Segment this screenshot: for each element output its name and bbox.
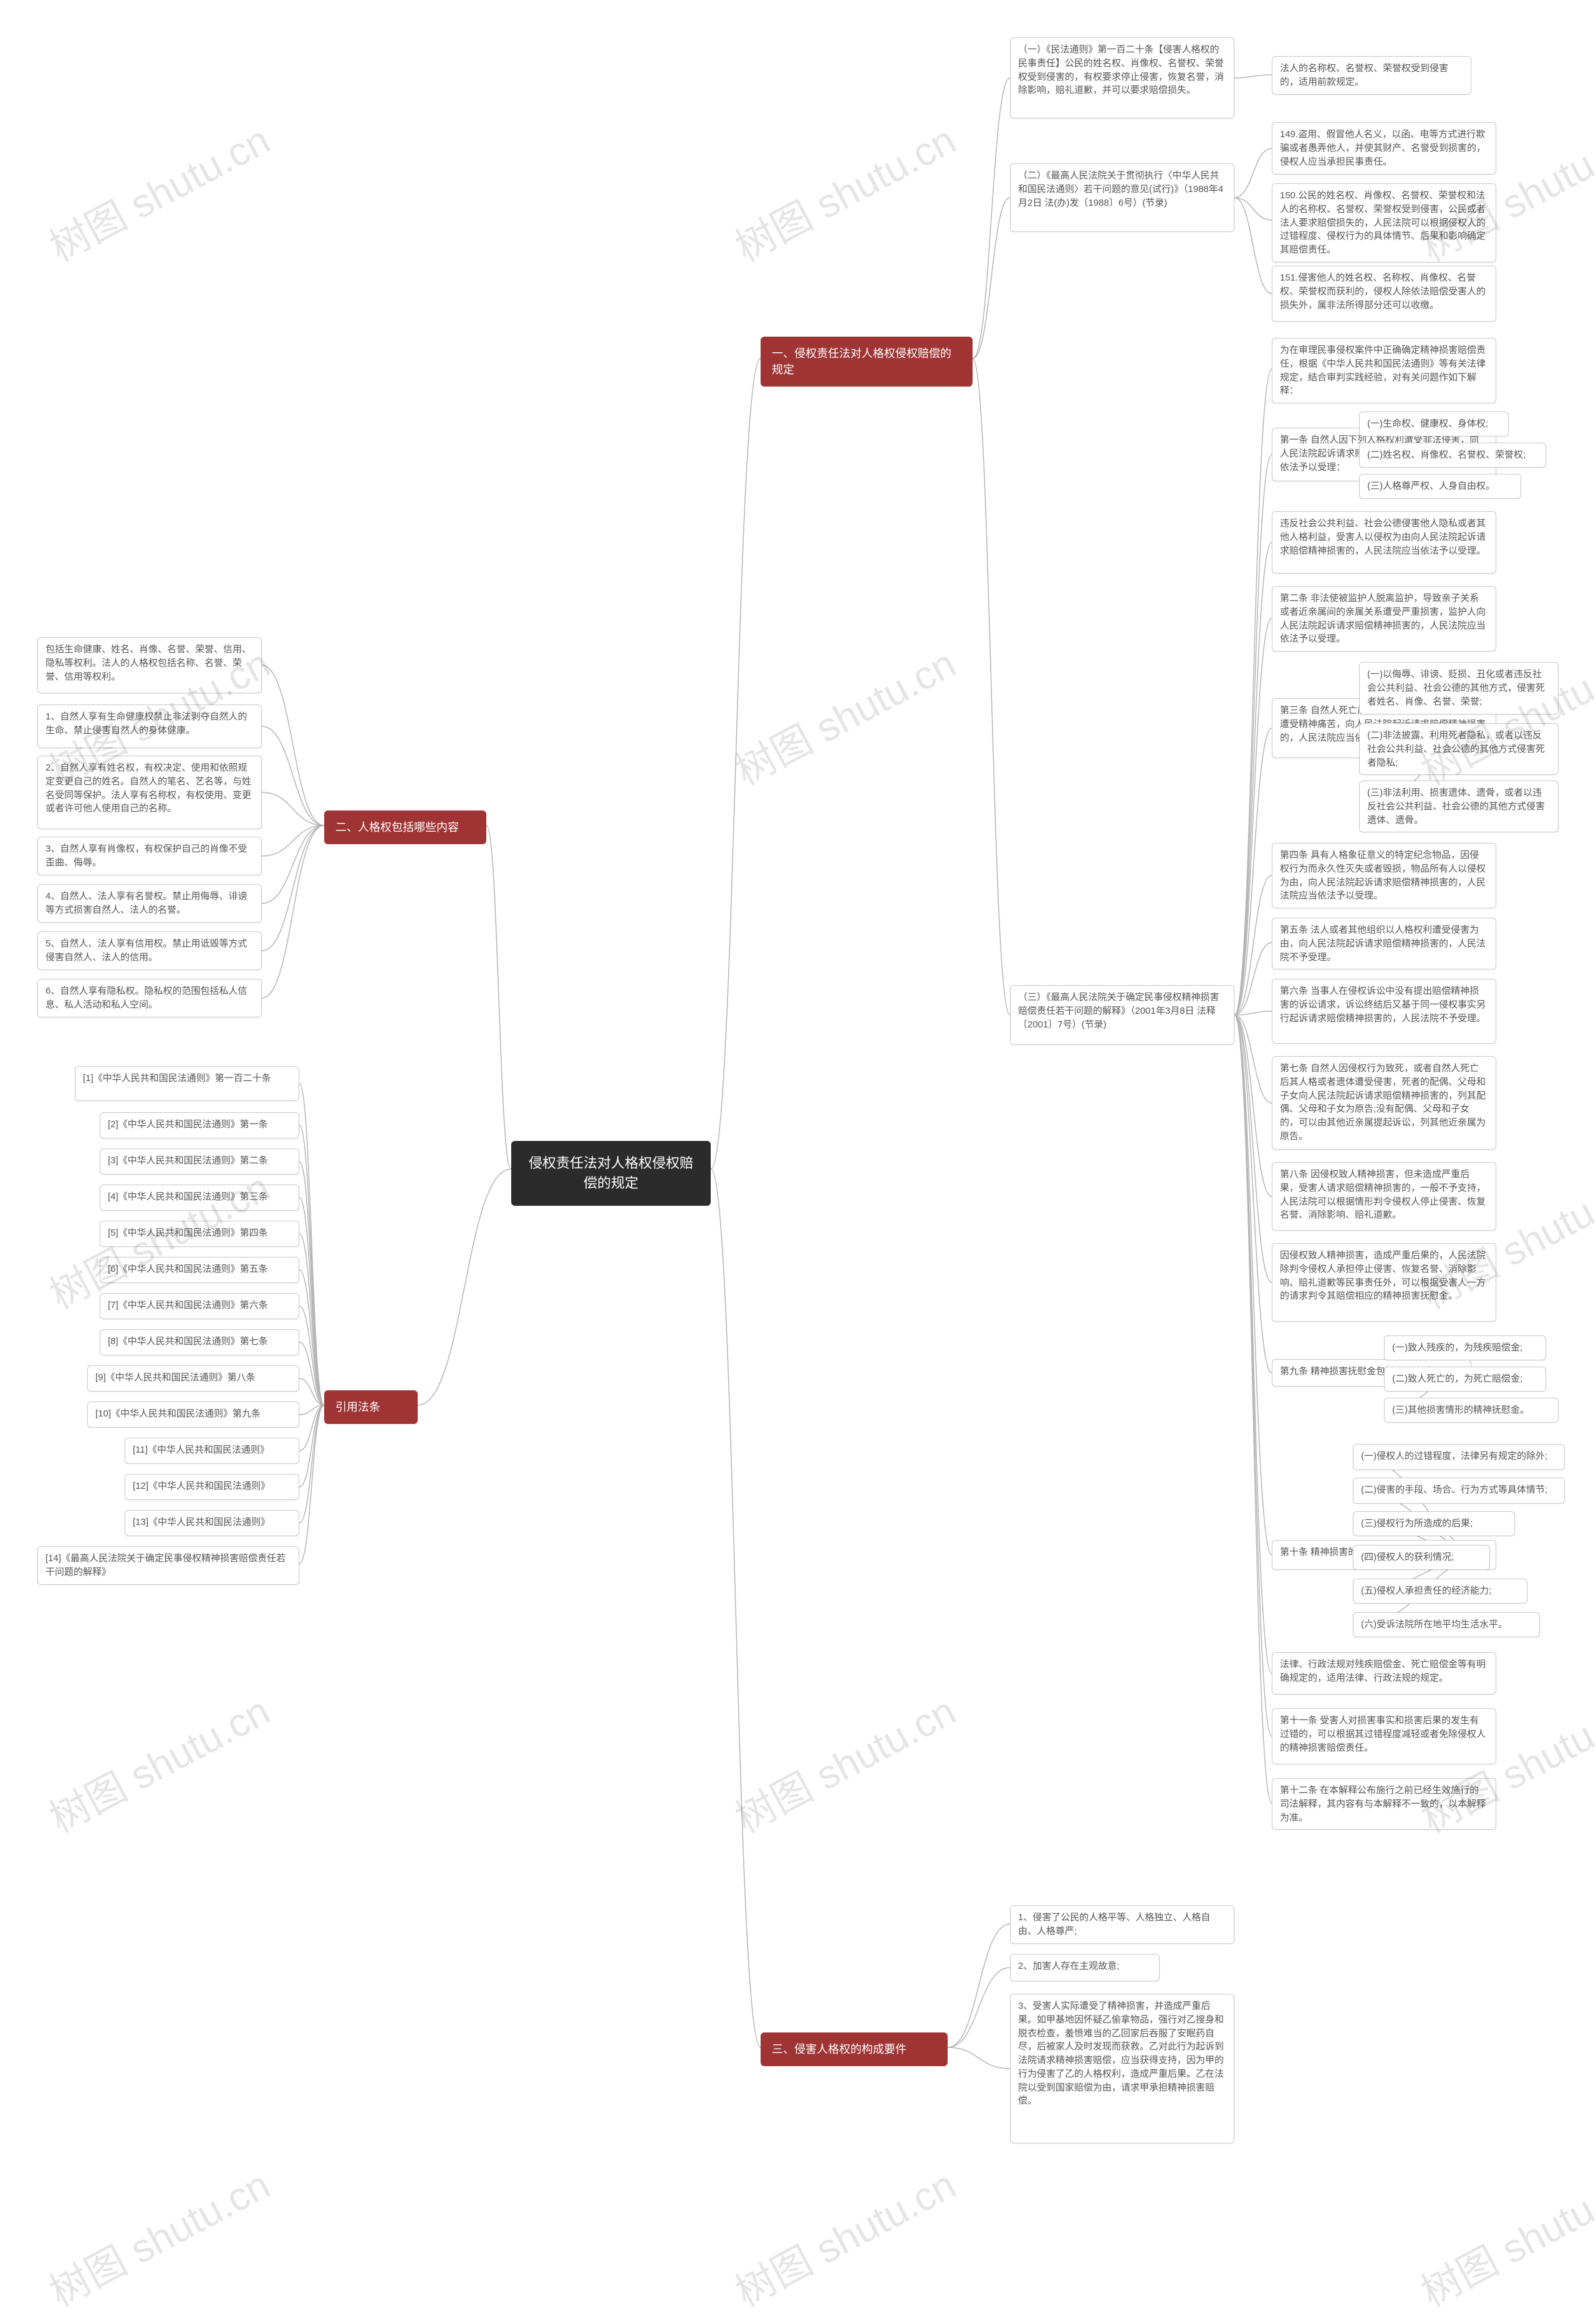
watermark-text: 树图 shutu.cn <box>724 2153 964 2317</box>
mindmap-node: [13]《中华人民共和国民法通则》 <box>125 1510 299 1536</box>
mindmap-node: 3、受害人实际遭受了精神损害，并造成严重后果。如甲基地因怀疑乙偷拿物品，强行对乙… <box>1010 1994 1234 2143</box>
mindmap-node: 149.盗用、假冒他人名义，以函、电等方式进行欺骗或者愚弄他人，并使其财产、名誉… <box>1272 122 1496 175</box>
mindmap-node: 第六条 当事人在侵权诉讼中没有提出赔偿精神损害的诉讼请求，诉讼终结后又基于同一侵… <box>1272 979 1496 1044</box>
mindmap-node: 包括生命健康、姓名、肖像、名誉、荣誉、信用、隐私等权利。法人的人格权包括名称、名… <box>37 637 262 693</box>
mindmap-node: 1、自然人享有生命健康权禁止非法剥夺自然人的生命、禁止侵害自然人的身体健康。 <box>37 705 262 748</box>
mindmap-node: (一)侵权人的过错程度，法律另有规定的除外; <box>1353 1444 1565 1470</box>
mindmap-node: (二)姓名权、肖像权、名誉权、荣誉权; <box>1359 443 1546 468</box>
mindmap-node: （三）《最高人民法院关于确定民事侵权精神损害赔偿责任若干问题的解释》（2001年… <box>1010 985 1234 1045</box>
mindmap-node: (一)致人残疾的，为残疾赔偿金; <box>1384 1335 1546 1360</box>
watermark-text: 树图 shutu.cn <box>724 632 964 796</box>
mindmap-node: (二)致人死亡的，为死亡赔偿金; <box>1384 1367 1546 1392</box>
root-node: 侵权责任法对人格权侵权赔偿的规定 <box>511 1141 711 1206</box>
mindmap-node: （二）《最高人民法院关于贯彻执行〈中华人民共和国民法通则〉若干问题的意见(试行)… <box>1010 163 1234 232</box>
mindmap-node: [10]《中华人民共和国民法通则》第九条 <box>87 1402 299 1428</box>
mindmap-node: [2]《中华人民共和国民法通则》第一条 <box>100 1112 299 1138</box>
mindmap-node: (五)侵权人承担责任的经济能力; <box>1353 1579 1527 1604</box>
mindmap-node: [8]《中华人民共和国民法通则》第七条 <box>100 1329 299 1355</box>
mindmap-node: 法人的名称权、名誉权、荣誉权受到侵害的，适用前款规定。 <box>1272 56 1471 95</box>
mindmap-node: 法律、行政法规对残疾赔偿金、死亡赔偿金等有明确规定的，适用法律、行政法规的规定。 <box>1272 1652 1496 1695</box>
mindmap-node: 3、自然人享有肖像权，有权保护自己的肖像不受歪曲、侮辱。 <box>37 837 262 875</box>
watermark-text: 树图 shutu.cn <box>38 1680 279 1844</box>
mindmap-node: (三)非法利用、损害遗体、遗骨，或者以违反社会公共利益、社会公德的其他方式侵害遗… <box>1359 781 1559 832</box>
watermark-text: 树图 shutu.cn <box>38 108 279 272</box>
mindmap-node: [9]《中华人民共和国民法通则》第八条 <box>87 1365 299 1392</box>
mindmap-node: (二)非法披露、利用死者隐私，或者以违反社会公共利益、社会公德的其他方式侵害死者… <box>1359 723 1559 775</box>
mindmap-node: 2、加害人存在主观故意; <box>1010 1954 1160 1981</box>
mindmap-node: (三)其他损害情形的精神抚慰金。 <box>1384 1398 1559 1423</box>
mindmap-node: (一)生命权、健康权、身体权; <box>1359 411 1509 436</box>
mindmap-node: 第七条 自然人因侵权行为致死，或者自然人死亡后其人格或者遗体遭受侵害，死者的配偶… <box>1272 1056 1496 1150</box>
mindmap-node: 2、自然人享有姓名权，有权决定、使用和依照规定变更自己的姓名。自然人的笔名、艺名… <box>37 756 262 829</box>
mindmap-node: 第四条 具有人格象征意义的特定纪念物品，因侵权行为而永久性灭失或者毁损，物品所有… <box>1272 843 1496 908</box>
mindmap-node: (三)人格尊严权、人身自由权。 <box>1359 474 1521 499</box>
mindmap-node: 第八条 因侵权致人精神损害，但未造成严重后果，受害人请求赔偿精神损害的，一般不予… <box>1272 1162 1496 1231</box>
mindmap-node: 5、自然人、法人享有信用权。禁止用诋毁等方式侵害自然人、法人的信用。 <box>37 931 262 970</box>
mindmap-node: (三)侵权行为所造成的后果; <box>1353 1511 1515 1536</box>
mindmap-node: [11]《中华人民共和国民法通则》 <box>125 1438 299 1464</box>
mindmap-node: (一)以侮辱、诽谤、贬损、丑化或者违反社会公共利益、社会公德的其他方式，侵害死者… <box>1359 662 1559 714</box>
watermark-text: 树图 shutu.cn <box>1410 2153 1596 2317</box>
mindmap-node: [12]《中华人民共和国民法通则》 <box>125 1474 299 1500</box>
mindmap-node: 一、侵权责任法对人格权侵权赔偿的规定 <box>761 337 973 387</box>
mindmap-node: [6]《中华人民共和国民法通则》第五条 <box>100 1257 299 1283</box>
mindmap-node: 第十一条 受害人对损害事实和损害后果的发生有过错的，可以根据其过错程度减轻或者免… <box>1272 1708 1496 1764</box>
mindmap-node: [1]《中华人民共和国民法通则》第一百二十条 <box>75 1066 299 1101</box>
mindmap-node: (二)侵害的手段、场合、行为方式等具体情节; <box>1353 1478 1565 1504</box>
mindmap-node: 151.侵害他人的姓名权、名称权、肖像权、名誉权、荣誉权而获利的，侵权人除依法赔… <box>1272 266 1496 322</box>
mindmap-node: 150.公民的姓名权、肖像权、名誉权、荣誉权和法人的名称权、名誉权、荣誉权受到侵… <box>1272 183 1496 262</box>
mindmap-node: 引用法条 <box>324 1390 418 1424</box>
mindmap-node: [5]《中华人民共和国民法通则》第四条 <box>100 1221 299 1247</box>
mindmap-node: [4]《中华人民共和国民法通则》第三条 <box>100 1185 299 1211</box>
mindmap-node: [14]《最高人民法院关于确定民事侵权精神损害赔偿责任若干问题的解释》 <box>37 1546 299 1585</box>
mindmap-node: (六)受诉法院所在地平均生活水平。 <box>1353 1612 1540 1637</box>
watermark-text: 树图 shutu.cn <box>724 1680 964 1844</box>
mindmap-node: 为在审理民事侵权案件中正确确定精神损害赔偿责任，根据《中华人民共和国民法通则》等… <box>1272 338 1496 403</box>
mindmap-node: (四)侵权人的获利情况; <box>1353 1545 1490 1570</box>
watermark-text: 树图 shutu.cn <box>38 2153 279 2317</box>
mindmap-node: 二、人格权包括哪些内容 <box>324 810 486 844</box>
mindmap-node: 1、侵害了公民的人格平等、人格独立、人格自由、人格尊严; <box>1010 1905 1234 1944</box>
mindmap-node: 4、自然人、法人享有名誉权。禁止用侮辱、诽谤等方式损害自然人、法人的名誉。 <box>37 884 262 923</box>
mindmap-node: 因侵权致人精神损害，造成严重后果的，人民法院除判令侵权人承担停止侵害、恢复名誉、… <box>1272 1243 1496 1322</box>
mindmap-node: [3]《中华人民共和国民法通则》第二条 <box>100 1148 299 1175</box>
mindmap-node: 第二条 非法使被监护人脱离监护，导致亲子关系或者近亲属间的亲属关系遭受严重损害，… <box>1272 586 1496 652</box>
mindmap-node: [7]《中华人民共和国民法通则》第六条 <box>100 1293 299 1319</box>
mindmap-node: 三、侵害人格权的构成要件 <box>761 2032 948 2066</box>
mindmap-node: （一）《民法通则》第一百二十条【侵害人格权的民事责任】公民的姓名权、肖像权、名誉… <box>1010 37 1234 118</box>
mindmap-node: 第五条 法人或者其他组织以人格权利遭受侵害为由，向人民法院起诉请求赔偿精神损害的… <box>1272 918 1496 969</box>
mindmap-node: 违反社会公共利益、社会公德侵害他人隐私或者其他人格利益，受害人以侵权为由向人民法… <box>1272 511 1496 574</box>
mindmap-node: 6、自然人享有隐私权。隐私权的范围包括私人信息、私人活动和私人空间。 <box>37 979 262 1017</box>
mindmap-node: 第十二条 在本解释公布施行之前已经生效施行的司法解释，其内容有与本解释不一致的，… <box>1272 1778 1496 1830</box>
watermark-text: 树图 shutu.cn <box>724 108 964 272</box>
